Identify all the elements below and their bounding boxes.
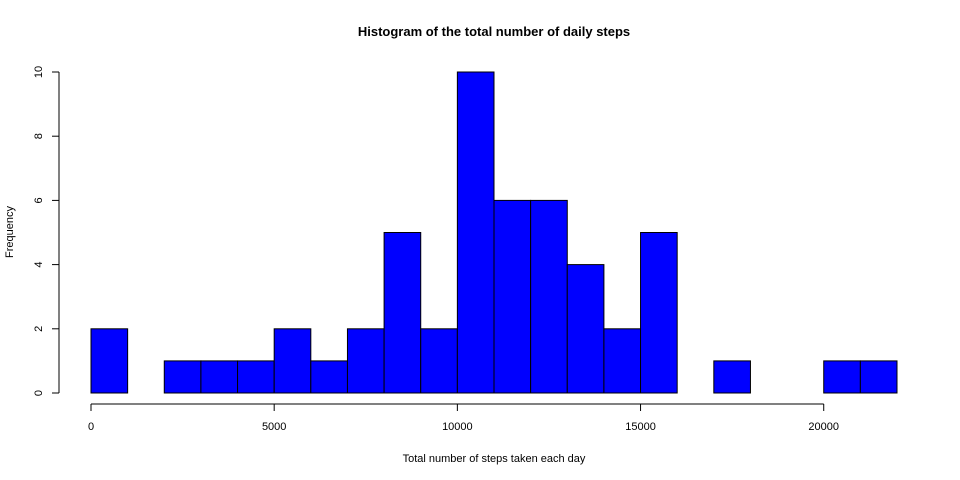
histogram-bar-0 <box>90 328 129 394</box>
histogram-bar-17 <box>713 360 751 394</box>
histogram-bar-12 <box>530 199 568 394</box>
histogram-bar-14 <box>603 328 642 394</box>
x-tick-label-2: 10000 <box>442 421 473 433</box>
histogram-bar-4 <box>237 360 275 394</box>
x-tick-label-1: 5000 <box>262 421 286 433</box>
histogram-bar-7 <box>346 328 385 394</box>
histogram-bar-15 <box>640 232 678 394</box>
histogram-bar-21 <box>859 360 898 394</box>
y-tick-label-0: 0 <box>33 390 45 396</box>
y-axis-label: Frequency <box>4 206 16 258</box>
histogram-bar-3 <box>200 360 239 394</box>
y-tick-label-1: 2 <box>33 326 45 332</box>
y-tick-label-4: 8 <box>33 133 45 139</box>
x-axis-label: Total number of steps taken each day <box>403 453 586 465</box>
histogram-bar-10 <box>456 71 495 394</box>
y-tick-label-2: 4 <box>33 262 45 268</box>
histogram-bar-2 <box>163 360 202 394</box>
bars-group <box>90 71 898 394</box>
y-axis: 0 2 4 6 8 10 <box>33 66 60 396</box>
histogram-bar-11 <box>493 199 532 394</box>
histogram-bar-13 <box>566 264 605 394</box>
histogram-bar-8 <box>383 232 422 394</box>
histogram-bar-5 <box>273 328 312 394</box>
histogram-bar-20 <box>823 360 861 394</box>
chart-title: Histogram of the total number of daily s… <box>358 24 630 39</box>
histogram-bar-6 <box>310 360 348 394</box>
x-tick-label-4: 20000 <box>808 421 839 433</box>
y-tick-label-3: 6 <box>33 197 45 203</box>
x-axis: 0 5000 10000 15000 20000 <box>88 403 839 433</box>
x-tick-label-3: 15000 <box>625 421 656 433</box>
histogram-bar-9 <box>420 328 458 394</box>
x-tick-label-0: 0 <box>88 421 94 433</box>
y-tick-label-5: 10 <box>33 66 45 78</box>
